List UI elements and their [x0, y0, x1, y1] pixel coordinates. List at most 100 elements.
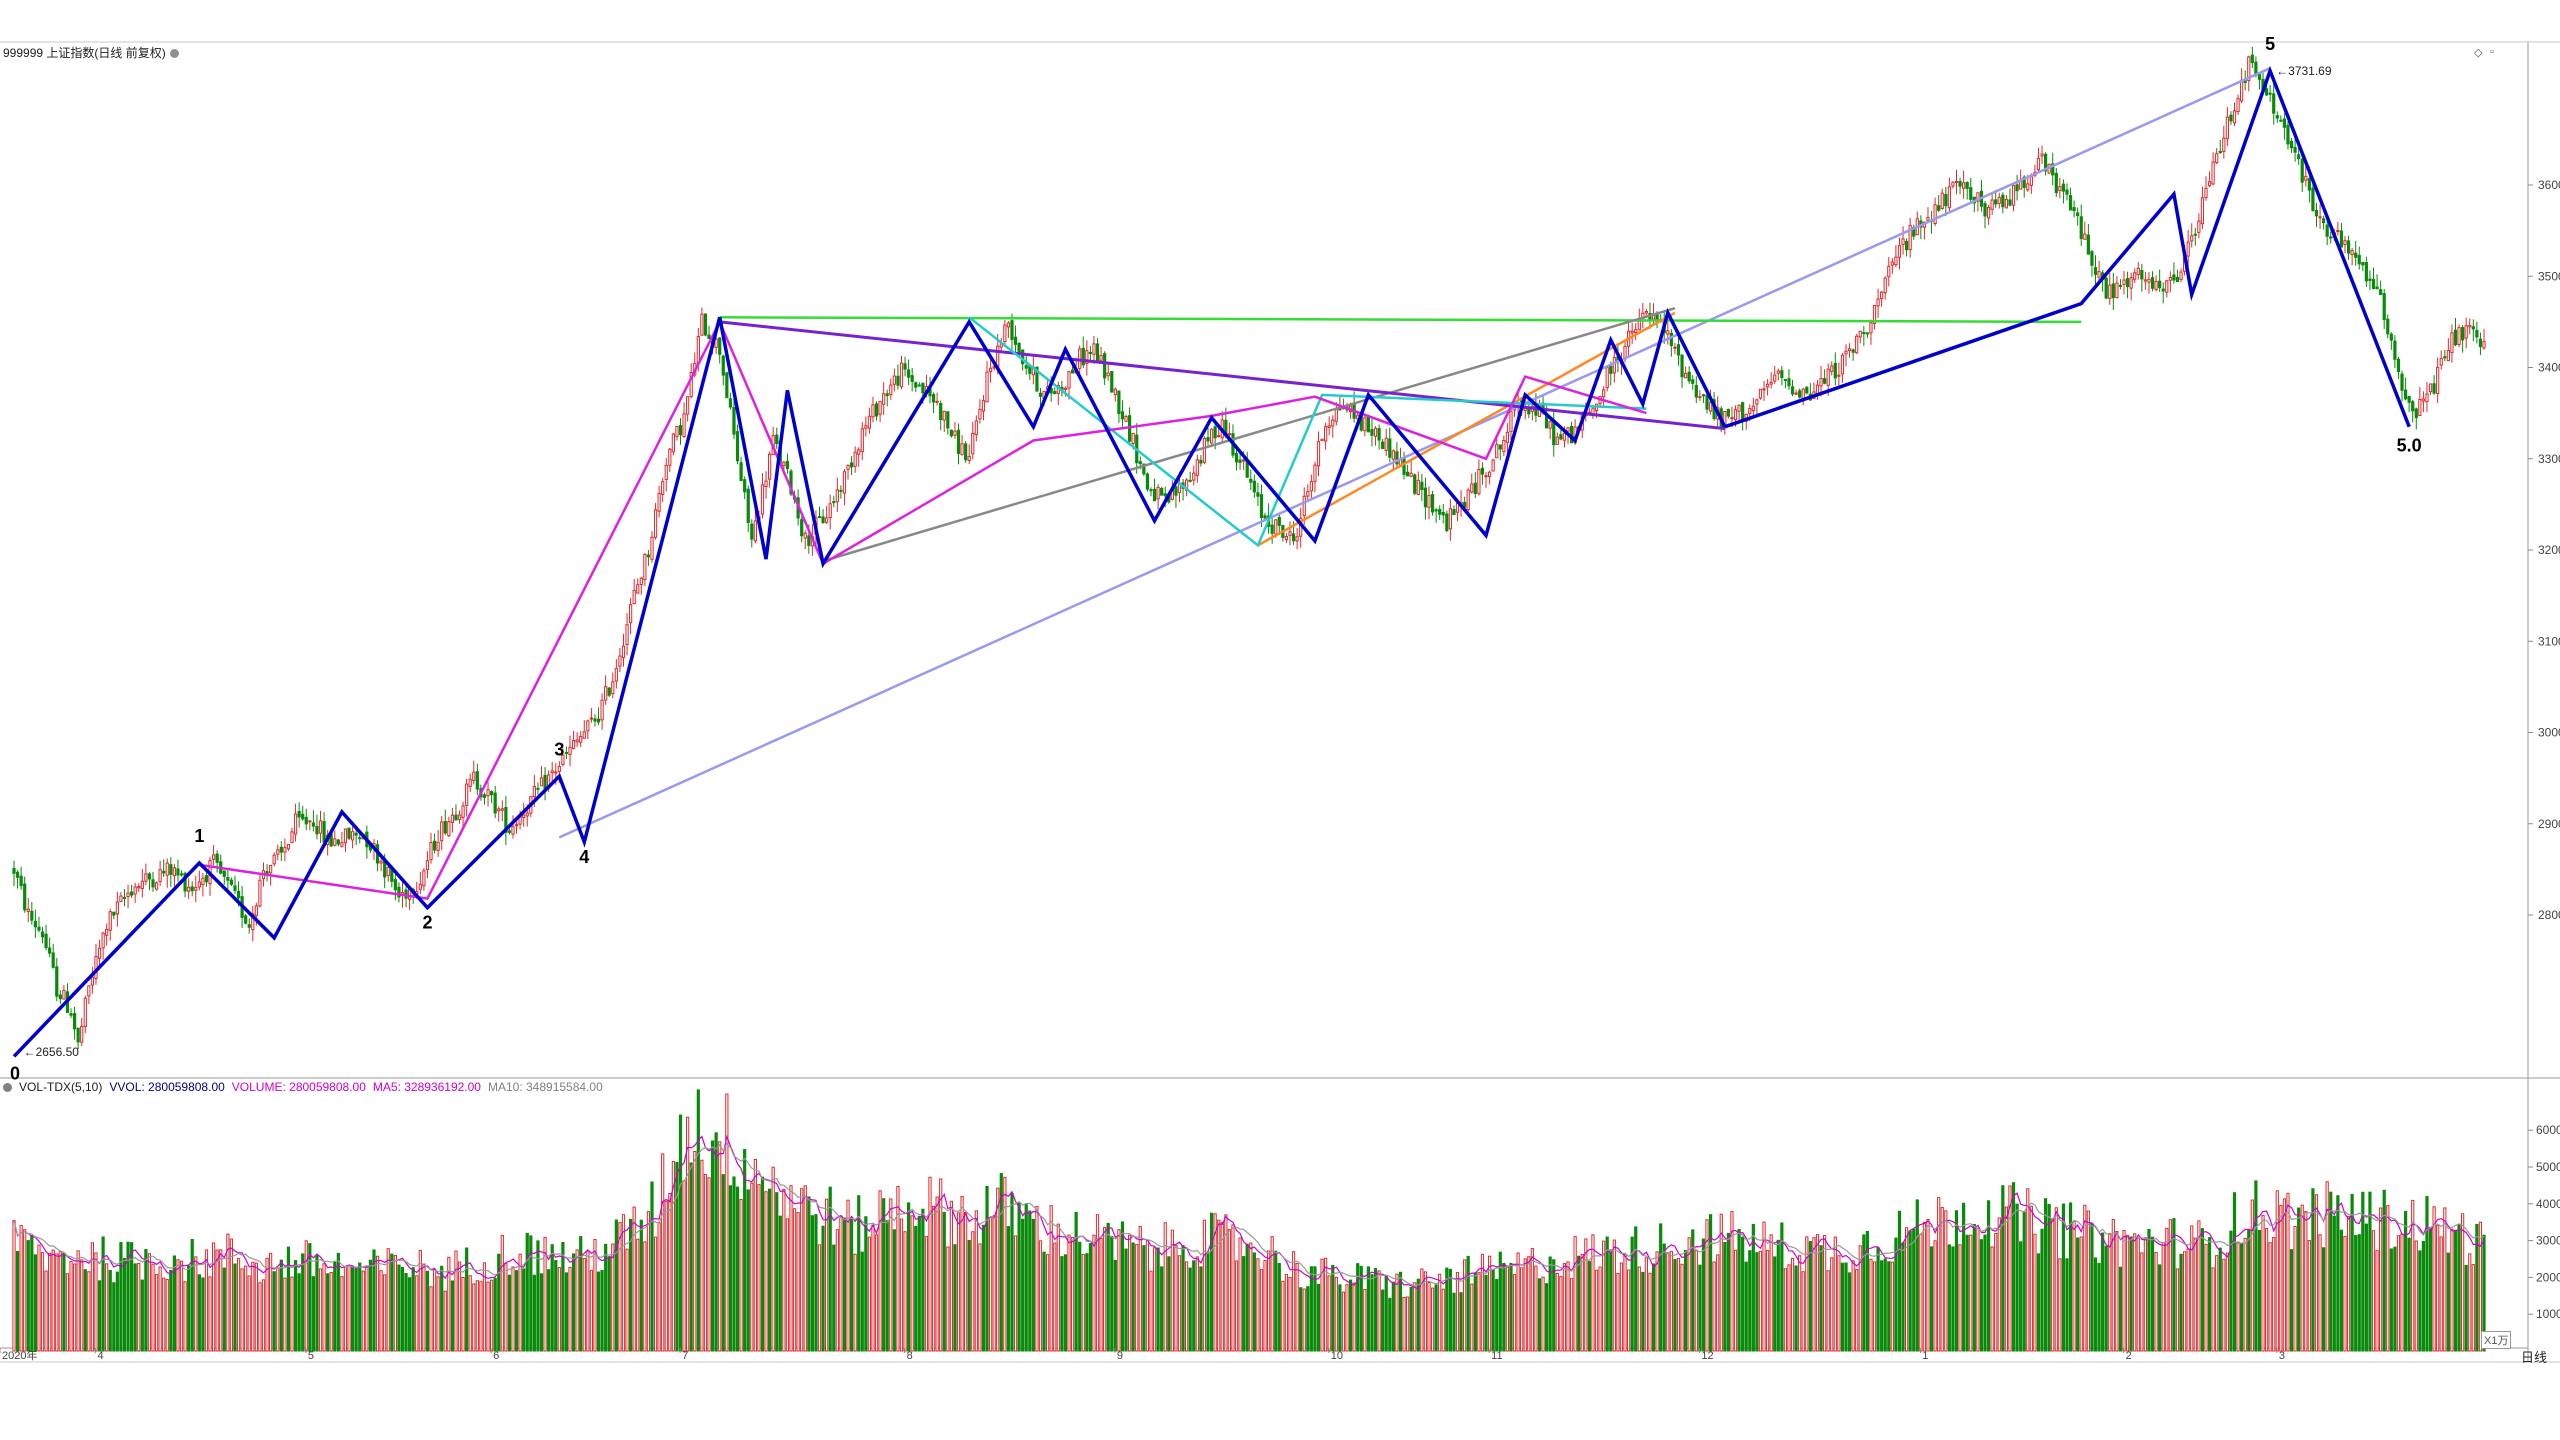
volume-bar-up: [240, 1268, 244, 1352]
volume-bar-up: [1523, 1258, 1527, 1352]
volume-bar-down: [810, 1215, 814, 1352]
candle-up: [1113, 388, 1117, 396]
diamond-icon[interactable]: ◇: [2474, 47, 2483, 59]
volume-bar-down: [1131, 1242, 1135, 1352]
period-label[interactable]: 日线: [2521, 1350, 2548, 1365]
candle-up: [764, 480, 768, 488]
candle-up: [465, 783, 469, 806]
volume-bar-up: [1619, 1262, 1624, 1352]
volume-bar-down: [1370, 1274, 1374, 1352]
candle-up: [386, 866, 390, 877]
candle-down: [2111, 283, 2115, 299]
candle-up: [1320, 438, 1324, 441]
candle-down: [2061, 183, 2066, 192]
candle-down: [1798, 390, 1802, 398]
volume-bar-down: [1373, 1268, 1378, 1352]
volume-bar-down: [2158, 1264, 2162, 1352]
candle-down: [1473, 482, 1477, 494]
volume-bar-down: [197, 1274, 201, 1352]
volume-bar-up: [1505, 1266, 1510, 1352]
volume-bar-up: [1003, 1176, 1007, 1352]
volume-bar-up: [1395, 1273, 1399, 1352]
candle-down: [1434, 509, 1438, 512]
title-dot-icon[interactable]: [169, 49, 179, 58]
indicator-circle-icon[interactable]: [3, 1083, 12, 1092]
volume-bar-down: [2207, 1237, 2212, 1352]
volume-bar-up: [1259, 1269, 1264, 1352]
volume-bar-down: [1808, 1241, 1812, 1352]
candle-down: [1370, 429, 1374, 436]
indicator-name[interactable]: VOL-TDX(5,10): [19, 1080, 103, 1094]
volume-bar-down: [404, 1273, 408, 1352]
candle-up: [1819, 378, 1823, 387]
candle-up: [1063, 387, 1068, 390]
candle-up: [554, 771, 558, 774]
volume-bar-up: [1402, 1296, 1406, 1352]
volume-bar-down: [1338, 1284, 1342, 1352]
candle-down: [707, 334, 711, 340]
volume-bar-down: [390, 1253, 394, 1352]
candle-down: [949, 429, 953, 437]
candle-down: [1823, 378, 1827, 384]
candle-down: [703, 313, 708, 336]
candle-up: [539, 777, 544, 787]
candle-up: [2136, 267, 2140, 276]
candle-down: [301, 813, 305, 820]
wave-lines: [12, 65, 2411, 1058]
volume-bar-up: [643, 1241, 647, 1352]
candle-up: [2421, 398, 2426, 402]
volume-bar-down: [1416, 1278, 1420, 1352]
volume-bar-down: [539, 1273, 544, 1352]
restore-icon[interactable]: ▫: [2490, 46, 2494, 58]
volume-bar-up: [2282, 1198, 2287, 1352]
volume-bar-up: [757, 1184, 761, 1352]
volume-bar-up: [2115, 1231, 2119, 1352]
volume-bar-up: [846, 1199, 850, 1352]
volume-bar-down: [2364, 1223, 2368, 1352]
candle-down: [147, 873, 152, 880]
candle-up: [1894, 256, 1898, 265]
candle-down: [1252, 480, 1256, 493]
candle-down: [2382, 293, 2386, 321]
volume-bar-down: [999, 1172, 1003, 1352]
volume-bar-up: [1573, 1236, 1577, 1352]
volume-bar-up: [2307, 1240, 2311, 1352]
candle-down: [2051, 163, 2055, 176]
volume-bar-up: [2400, 1233, 2404, 1352]
volume-bar-up: [1056, 1223, 1060, 1352]
volume-bar-down: [30, 1235, 34, 1352]
wave-label: 2: [422, 913, 432, 933]
date-tick-label: 2020年: [2, 1348, 37, 1362]
volume-bar-up: [1801, 1271, 1805, 1352]
volume-bar-up: [682, 1180, 686, 1352]
candle-up: [1644, 311, 1649, 314]
volume-bar-up: [432, 1269, 437, 1352]
volume-bar-up: [1762, 1221, 1766, 1352]
candle-up: [978, 408, 982, 420]
volume-bar-up: [964, 1211, 968, 1352]
candle-up: [211, 854, 216, 860]
volume-bar-up: [653, 1236, 658, 1352]
volume-bar-up: [1680, 1263, 1684, 1352]
candle-up: [1773, 374, 1777, 382]
volume-bar-up: [1890, 1261, 1894, 1352]
candle-down: [956, 429, 961, 454]
candle-down: [1249, 478, 1253, 483]
volume-bar-up: [2396, 1235, 2401, 1352]
candle-down: [725, 372, 729, 399]
candle-down: [964, 443, 968, 461]
candle-up: [333, 838, 337, 846]
candle-down: [2453, 329, 2458, 346]
candle-up: [1409, 472, 1413, 477]
volume-bar-up: [2058, 1258, 2062, 1352]
wave-label: 3: [554, 739, 564, 759]
candle-up: [575, 739, 579, 743]
volume-bar-down: [2418, 1250, 2422, 1352]
volume-ma-lines: [13, 1134, 2485, 1290]
candle-up: [1331, 419, 1335, 427]
volume-bar-up: [37, 1244, 41, 1352]
volume-bar-down: [1751, 1223, 1755, 1352]
volume-bar-up: [1584, 1238, 1588, 1352]
candle-up: [254, 905, 258, 917]
candle-down: [1010, 320, 1014, 340]
